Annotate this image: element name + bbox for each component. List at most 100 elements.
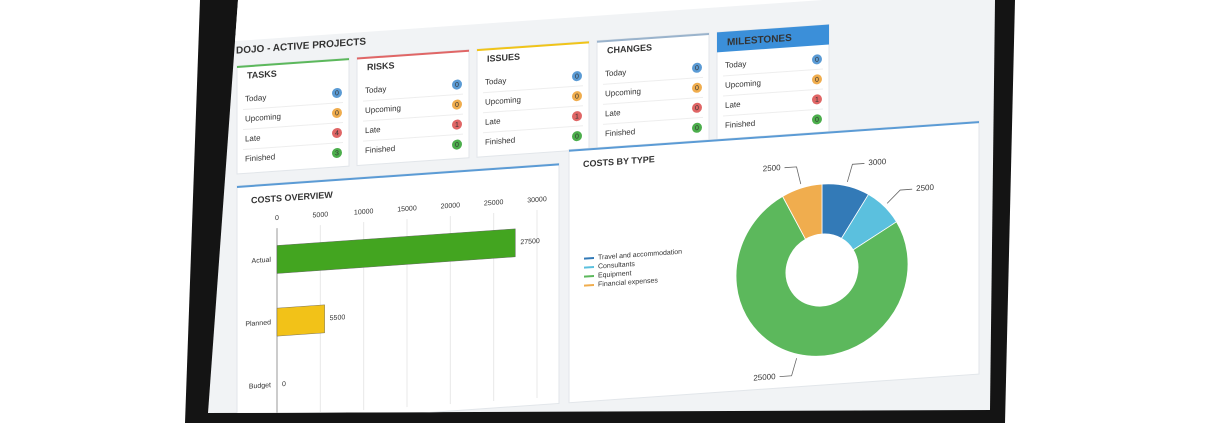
y-tick-label: Actual xyxy=(252,257,272,265)
x-tick-label: 0 xyxy=(275,215,279,222)
status-badge xyxy=(572,131,582,142)
status-badge xyxy=(332,107,342,118)
leader-line xyxy=(846,163,865,183)
status-count: 0 xyxy=(815,57,819,64)
status-label: Late xyxy=(365,125,381,135)
status-label: Finished xyxy=(485,136,515,147)
row-divider xyxy=(483,105,583,114)
status-count: 0 xyxy=(455,142,459,149)
status-count: 3 xyxy=(335,150,339,157)
panel-top-border xyxy=(357,49,469,60)
x-tick-label: 10000 xyxy=(354,208,374,216)
status-count: 0 xyxy=(575,133,579,140)
status-badge xyxy=(692,62,702,73)
status-badge xyxy=(332,147,342,158)
status-badge xyxy=(572,71,582,82)
status-label: Upcoming xyxy=(245,112,281,124)
status-badge xyxy=(332,127,342,138)
legend-label: Equipment xyxy=(598,270,631,279)
bar-value-label: 5500 xyxy=(330,314,346,322)
bar-value-label: 27500 xyxy=(520,238,540,246)
x-tick-label: 20000 xyxy=(441,202,461,210)
row-divider xyxy=(603,116,703,125)
status-label: Finished xyxy=(725,119,755,130)
status-label: Today xyxy=(725,59,746,69)
legend-swatch xyxy=(584,274,594,278)
row-divider xyxy=(483,85,583,94)
x-tick-label: 5000 xyxy=(313,211,329,219)
bar xyxy=(276,228,516,274)
status-count: 0 xyxy=(815,77,819,84)
slice-label: 2500 xyxy=(916,183,934,193)
status-badge xyxy=(692,82,702,93)
status-count: 0 xyxy=(455,82,459,89)
panel-title: ISSUES xyxy=(487,52,520,64)
status-label: Late xyxy=(725,100,741,110)
donut-slice xyxy=(782,183,823,240)
status-count: 0 xyxy=(695,65,699,72)
panel-top-border xyxy=(569,121,979,152)
row-divider xyxy=(723,68,823,77)
panel-top-border xyxy=(717,24,829,53)
status-label: Late xyxy=(605,108,621,118)
status-label: Today xyxy=(365,85,386,95)
row-divider xyxy=(603,96,703,105)
row-divider xyxy=(243,142,343,151)
status-label: Upcoming xyxy=(485,95,521,107)
status-badge xyxy=(572,91,582,102)
status-badge xyxy=(452,79,462,90)
x-tick-label: 25000 xyxy=(484,199,504,207)
row-divider xyxy=(723,88,823,97)
legend-swatch xyxy=(584,256,594,260)
x-tick-label: 30000 xyxy=(527,196,547,204)
row-divider xyxy=(363,113,463,122)
status-count: 1 xyxy=(455,122,459,129)
status-label: Late xyxy=(245,133,261,143)
bar xyxy=(276,304,325,337)
row-divider xyxy=(603,76,703,85)
status-badge xyxy=(452,99,462,110)
legend-swatch xyxy=(584,283,594,287)
leader-line xyxy=(784,166,802,185)
y-tick-label: Budget xyxy=(249,382,271,391)
legend-label: Consultants xyxy=(598,261,635,271)
status-label: Upcoming xyxy=(605,87,641,99)
leader-line xyxy=(779,358,798,378)
status-label: Late xyxy=(485,117,501,127)
status-badge xyxy=(452,119,462,130)
panel-title: TASKS xyxy=(247,69,277,81)
status-badge xyxy=(812,94,822,105)
row-divider xyxy=(243,122,343,131)
y-tick-label: Planned xyxy=(245,319,271,328)
row-divider xyxy=(723,108,823,117)
status-count: 4 xyxy=(335,130,339,137)
panel-title: MILESTONES xyxy=(727,33,792,49)
status-label: Today xyxy=(245,93,266,103)
x-tick-label: 15000 xyxy=(397,205,417,213)
status-label: Finished xyxy=(605,127,635,138)
status-badge xyxy=(572,111,582,122)
status-count: 1 xyxy=(575,113,579,120)
status-count: 0 xyxy=(575,93,579,100)
status-count: 0 xyxy=(575,73,579,80)
status-label: Finished xyxy=(245,152,275,163)
row-divider xyxy=(483,125,583,134)
slice-label: 25000 xyxy=(753,372,776,383)
panel-top-border xyxy=(597,32,709,43)
panel-title: CHANGES xyxy=(607,42,652,55)
status-badge xyxy=(812,74,822,85)
status-badge xyxy=(332,87,342,98)
status-count: 0 xyxy=(695,105,699,112)
panel-top-border xyxy=(237,163,559,188)
row-divider xyxy=(363,133,463,142)
status-label: Today xyxy=(605,68,626,78)
legend-label: Financial expenses xyxy=(598,277,658,288)
panel-title: RISKS xyxy=(367,60,394,72)
status-count: 0 xyxy=(695,125,699,132)
row-divider xyxy=(243,102,343,111)
status-label: Upcoming xyxy=(725,78,761,90)
status-count: 0 xyxy=(815,117,819,124)
status-label: Upcoming xyxy=(365,104,401,116)
status-count: 0 xyxy=(335,90,339,97)
